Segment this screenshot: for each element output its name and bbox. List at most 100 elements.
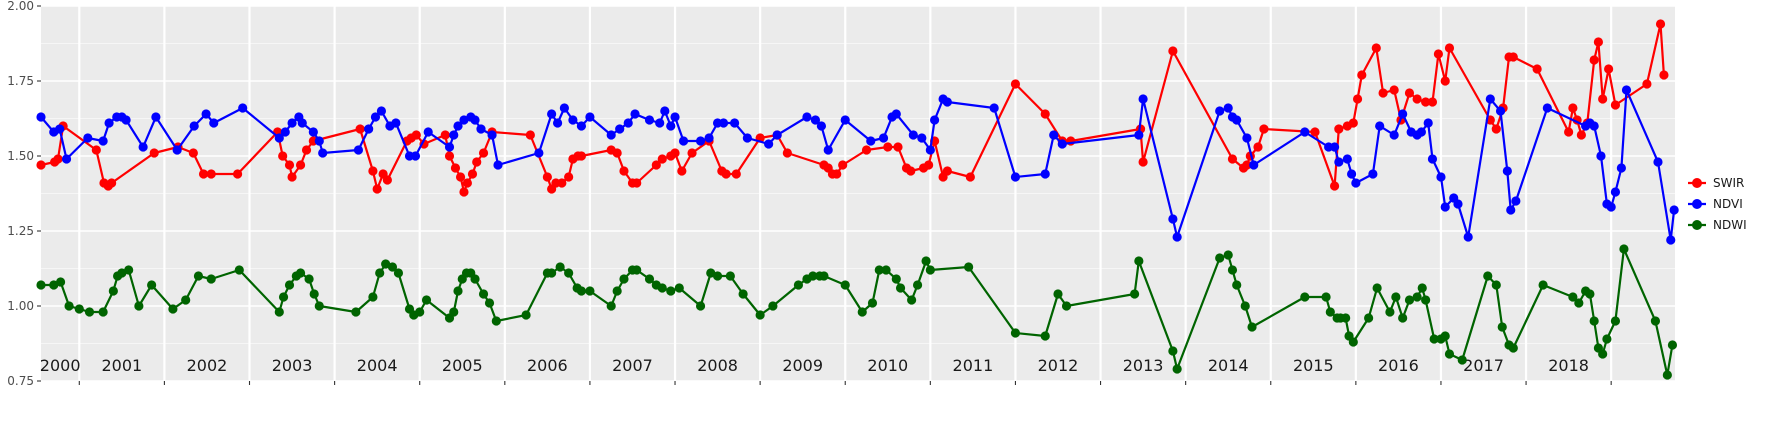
- data-point-ndwi: [1232, 280, 1242, 290]
- data-point-ndwi: [768, 301, 778, 311]
- data-point-ndvi: [1398, 109, 1408, 119]
- data-point-ndvi: [1506, 205, 1516, 215]
- data-point-swir: [906, 166, 916, 176]
- data-point-ndvi: [476, 124, 486, 134]
- data-point-ndwi: [840, 280, 850, 290]
- data-point-swir: [1564, 127, 1574, 137]
- data-point-ndwi: [666, 286, 676, 296]
- data-point-ndwi: [793, 280, 804, 290]
- data-point-ndwi: [912, 280, 923, 290]
- data-point-ndvi: [410, 151, 421, 161]
- data-point-ndvi: [925, 145, 935, 155]
- data-point-ndwi: [274, 307, 284, 317]
- year-label: 2003: [272, 356, 313, 375]
- data-point-ndvi: [151, 112, 161, 122]
- y-tick-label: 1.00: [7, 299, 34, 313]
- data-point-ndwi: [521, 310, 531, 320]
- data-point-ndwi: [309, 289, 319, 299]
- data-point-ndwi: [867, 298, 878, 308]
- data-point-ndwi: [907, 295, 917, 305]
- data-point-ndvi: [568, 115, 578, 125]
- data-point-ndvi: [929, 115, 940, 125]
- data-point-ndvi: [370, 112, 381, 122]
- data-point-ndwi: [1497, 322, 1507, 332]
- data-point-ndvi: [1040, 169, 1050, 179]
- data-point-swir: [107, 178, 117, 188]
- data-point-swir: [287, 172, 297, 182]
- minor-gridlines: [41, 43, 1675, 344]
- data-point-swir: [232, 169, 243, 179]
- data-point-swir: [1440, 76, 1450, 86]
- data-point-ndvi: [274, 133, 284, 143]
- data-point-ndvi: [866, 136, 876, 146]
- data-point-ndwi: [1129, 289, 1140, 299]
- data-point-ndvi: [630, 109, 640, 119]
- data-point-ndwi: [585, 286, 595, 296]
- data-point-ndwi: [1240, 301, 1250, 311]
- data-point-ndwi: [234, 265, 244, 275]
- data-point-swir: [301, 145, 312, 155]
- data-point-swir: [472, 157, 482, 167]
- year-label: 2016: [1378, 356, 1419, 375]
- data-point-ndwi: [1619, 244, 1629, 254]
- data-point-ndwi: [819, 271, 829, 281]
- data-point-ndvi: [1423, 118, 1433, 128]
- data-point-swir: [455, 172, 466, 182]
- data-point-ndwi: [1172, 364, 1182, 374]
- data-point-ndvi: [534, 148, 544, 158]
- year-label: 2000: [40, 356, 81, 375]
- data-point-swir: [467, 169, 478, 179]
- data-point-ndvi: [810, 115, 821, 125]
- data-point-swir: [372, 184, 382, 194]
- data-point-ndwi: [1444, 349, 1455, 359]
- data-point-swir: [1329, 181, 1340, 191]
- data-point-ndvi: [1463, 232, 1473, 242]
- data-point-ndwi: [1417, 283, 1427, 293]
- data-point-swir: [198, 169, 209, 179]
- data-point-ndvi: [1669, 205, 1679, 215]
- legend-label: NDVI: [1713, 197, 1743, 211]
- y-tick-label: 1.75: [7, 74, 34, 88]
- data-point-ndvi: [1134, 130, 1144, 140]
- data-point-ndvi: [1010, 172, 1021, 182]
- data-point-ndwi: [712, 271, 723, 281]
- data-point-ndwi: [314, 301, 324, 311]
- data-point-swir: [459, 187, 469, 197]
- x-axis: [78, 381, 1612, 385]
- series-swir: [36, 19, 1669, 197]
- data-point-ndvi: [623, 118, 633, 128]
- data-point-ndwi: [168, 304, 178, 314]
- data-point-ndwi: [555, 262, 565, 272]
- data-point-swir: [1598, 94, 1608, 104]
- data-point-ndwi: [1227, 265, 1238, 275]
- legend-key-dot: [1692, 199, 1702, 209]
- data-point-ndvi: [840, 115, 850, 125]
- data-point-ndvi: [444, 142, 455, 152]
- y-tick-label: 0.75: [7, 374, 34, 388]
- data-point-ndvi: [391, 118, 401, 128]
- data-point-ndvi: [1666, 235, 1676, 245]
- data-point-ndwi: [421, 295, 432, 305]
- data-point-ndvi: [772, 130, 782, 140]
- data-point-ndwi: [1398, 313, 1408, 323]
- data-point-ndvi: [1215, 106, 1225, 116]
- data-point-swir: [1378, 88, 1388, 98]
- data-point-ndvi: [1542, 103, 1552, 113]
- data-point-swir: [1404, 88, 1415, 98]
- data-point-swir: [1427, 97, 1438, 107]
- data-point-ndwi: [108, 286, 118, 296]
- data-point-ndwi: [657, 283, 667, 293]
- data-point-ndwi: [1650, 316, 1661, 326]
- data-point-ndvi: [353, 145, 364, 155]
- data-point-ndwi: [387, 262, 398, 272]
- data-point-swir: [564, 172, 574, 182]
- data-point-ndwi: [644, 274, 655, 284]
- data-point-ndvi: [1610, 187, 1621, 197]
- data-point-ndvi: [615, 124, 625, 134]
- data-point-ndwi: [470, 274, 480, 284]
- data-point-ndvi: [1495, 106, 1506, 116]
- data-point-ndvi: [606, 130, 616, 140]
- data-point-ndvi: [83, 133, 93, 143]
- data-point-ndwi: [1404, 295, 1415, 305]
- data-point-swir: [444, 151, 455, 161]
